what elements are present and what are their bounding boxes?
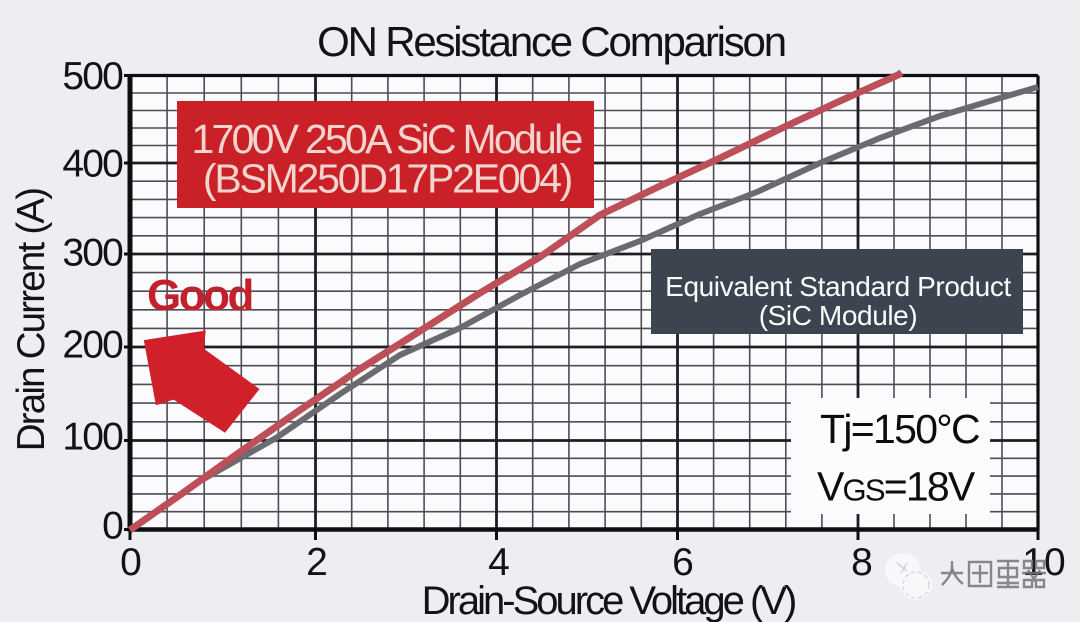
- svg-text:1700V 250A SiC Module: 1700V 250A SiC Module: [191, 116, 581, 162]
- svg-text:6: 6: [672, 541, 694, 584]
- svg-text:Tj=150°C: Tj=150°C: [820, 406, 980, 452]
- svg-text:(BSM250D17P2E004): (BSM250D17P2E004): [203, 156, 572, 202]
- svg-text:4: 4: [488, 541, 510, 584]
- svg-text:0: 0: [120, 541, 142, 584]
- svg-text:400: 400: [62, 143, 123, 186]
- svg-text:100: 100: [62, 416, 123, 459]
- svg-text:(SiC Module): (SiC Module): [759, 300, 918, 331]
- svg-text:VGS=18V: VGS=18V: [817, 464, 976, 510]
- svg-text:Good: Good: [147, 271, 252, 320]
- svg-text:200: 200: [62, 324, 123, 367]
- svg-text:ON Resistance Comparison: ON Resistance Comparison: [317, 18, 785, 65]
- svg-text:Equivalent Standard Product: Equivalent Standard Product: [665, 271, 1011, 302]
- svg-text:300: 300: [62, 232, 123, 275]
- svg-text:Drain Current (A): Drain Current (A): [10, 189, 53, 452]
- svg-text:2: 2: [306, 541, 328, 584]
- svg-text:Drain-Source Voltage (V): Drain-Source Voltage (V): [422, 579, 795, 622]
- svg-text:0: 0: [102, 505, 123, 548]
- svg-text:500: 500: [62, 55, 123, 98]
- svg-text:8: 8: [851, 541, 873, 584]
